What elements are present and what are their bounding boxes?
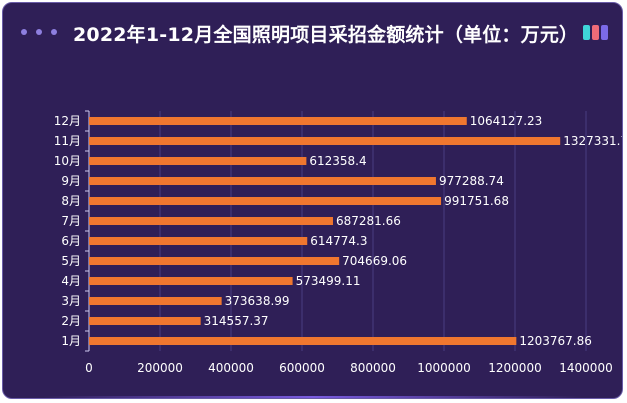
category-label: 8月 bbox=[61, 194, 81, 208]
bar[interactable] bbox=[89, 237, 308, 245]
bar-value-label: 1203767.86 bbox=[519, 334, 592, 348]
bar-value-label: 373638.99 bbox=[225, 294, 290, 308]
category-label: 6月 bbox=[61, 234, 81, 248]
bar[interactable] bbox=[89, 197, 442, 205]
x-tick-label: 1400000 bbox=[559, 361, 612, 375]
category-label: 5月 bbox=[61, 254, 81, 268]
bar-value-label: 314557.37 bbox=[204, 314, 269, 328]
x-tick-label: 400000 bbox=[208, 361, 254, 375]
bar[interactable] bbox=[89, 137, 561, 145]
dot-icon bbox=[21, 29, 27, 35]
category-label: 9月 bbox=[61, 174, 81, 188]
dot-icon bbox=[36, 29, 42, 35]
category-label: 1月 bbox=[61, 334, 81, 348]
x-tick-label: 0 bbox=[85, 361, 93, 375]
bar-value-label: 614774.3 bbox=[310, 234, 367, 248]
bar[interactable] bbox=[89, 337, 517, 345]
dot-icon bbox=[51, 29, 57, 35]
bar-value-label: 687281.66 bbox=[336, 214, 401, 228]
bar-value-label: 704669.06 bbox=[342, 254, 407, 268]
category-label: 10月 bbox=[54, 154, 81, 168]
chart-card: 2022年1-12月全国照明项目采招金额统计（单位：万元） 0 200000 400… bbox=[2, 2, 623, 399]
x-tick-label: 1200000 bbox=[488, 361, 541, 375]
bar[interactable] bbox=[89, 297, 222, 305]
chart-title: 2022年1-12月全国照明项目采招金额统计（单位：万元） bbox=[73, 24, 579, 46]
bar-value-label: 612358.4 bbox=[309, 154, 366, 168]
bar[interactable] bbox=[89, 117, 467, 125]
category-label: 2月 bbox=[61, 314, 81, 328]
window-dots bbox=[21, 29, 57, 35]
bar-value-label: 991751.68 bbox=[444, 194, 509, 208]
x-tick-label: 800000 bbox=[350, 361, 396, 375]
bar-chart: 0 200000 400000 600000 800000 1000000 1200000 1… bbox=[54, 110, 623, 375]
bar[interactable] bbox=[89, 277, 293, 285]
category-label: 4月 bbox=[61, 274, 81, 288]
category-label: 12月 bbox=[54, 114, 81, 128]
bar-value-label: 573499.11 bbox=[296, 274, 361, 288]
category-label: 11月 bbox=[54, 134, 81, 148]
bar[interactable] bbox=[89, 157, 307, 165]
bar-value-label: 977288.74 bbox=[439, 174, 504, 188]
bar[interactable] bbox=[89, 177, 436, 185]
bar-value-label: 1327331.77 bbox=[563, 134, 623, 148]
category-label: 7月 bbox=[61, 214, 81, 228]
x-tick-label: 200000 bbox=[137, 361, 183, 375]
x-tick-label: 1000000 bbox=[417, 361, 470, 375]
bar[interactable] bbox=[89, 257, 340, 265]
decoration-bars-icon bbox=[583, 25, 608, 40]
bar[interactable] bbox=[89, 217, 333, 225]
bar-value-label: 1064127.23 bbox=[470, 114, 543, 128]
x-tick-label: 600000 bbox=[279, 361, 325, 375]
card-header: 2022年1-12月全国照明项目采招金额统计（单位：万元） bbox=[3, 17, 622, 51]
category-label: 3月 bbox=[61, 294, 81, 308]
bottom-glow-line bbox=[43, 396, 582, 398]
bar[interactable] bbox=[89, 317, 201, 325]
